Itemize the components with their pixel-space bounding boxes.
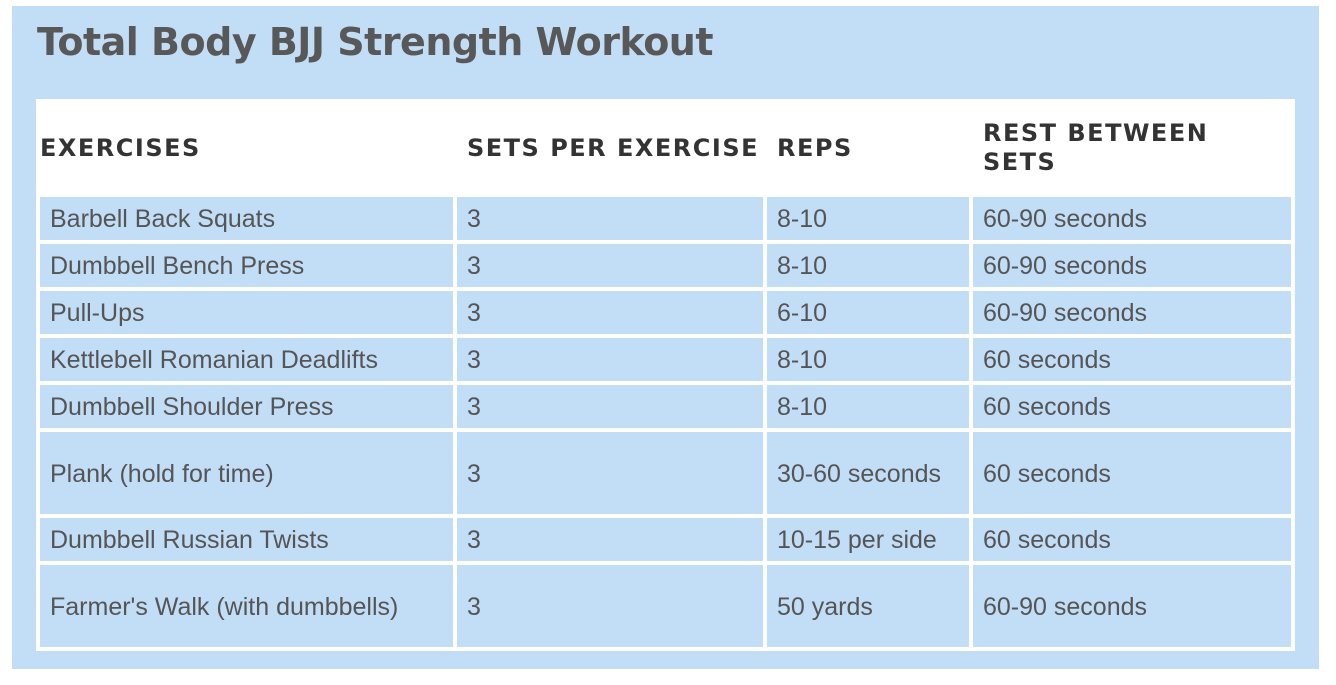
table-row: Plank (hold for time) 3 30-60 seconds 60… <box>40 432 1291 514</box>
exercise-cell: Barbell Back Squats <box>40 197 453 240</box>
rest-cell: 60 seconds <box>973 432 1291 514</box>
exercise-cell: Dumbbell Russian Twists <box>40 518 453 561</box>
exercise-cell: Plank (hold for time) <box>40 432 453 514</box>
reps-cell: 8-10 <box>767 338 969 381</box>
exercise-cell: Dumbbell Shoulder Press <box>40 385 453 428</box>
page-title: Total Body BJJ Strength Workout <box>37 20 714 64</box>
rest-cell: 60-90 seconds <box>973 565 1291 647</box>
sets-cell: 3 <box>457 244 763 287</box>
reps-cell: 6-10 <box>767 291 969 334</box>
table-row: Pull-Ups 3 6-10 60-90 seconds <box>40 291 1291 334</box>
table-row: Barbell Back Squats 3 8-10 60-90 seconds <box>40 197 1291 240</box>
exercise-cell: Kettlebell Romanian Deadlifts <box>40 338 453 381</box>
reps-cell: 30-60 seconds <box>767 432 969 514</box>
rest-cell: 60-90 seconds <box>973 244 1291 287</box>
reps-cell: 8-10 <box>767 197 969 240</box>
table-row: Kettlebell Romanian Deadlifts 3 8-10 60 … <box>40 338 1291 381</box>
rest-cell: 60 seconds <box>973 385 1291 428</box>
header-exercises: EXERCISES <box>40 103 453 193</box>
rest-cell: 60-90 seconds <box>973 291 1291 334</box>
sets-cell: 3 <box>457 385 763 428</box>
reps-cell: 50 yards <box>767 565 969 647</box>
header-sets-per-exercise: SETS PER EXERCISE <box>457 103 763 193</box>
rest-cell: 60-90 seconds <box>973 197 1291 240</box>
reps-cell: 10-15 per side <box>767 518 969 561</box>
header-rest-between-sets: REST BETWEEN SETS <box>973 103 1291 193</box>
rest-cell: 60 seconds <box>973 518 1291 561</box>
exercise-cell: Farmer's Walk (with dumbbells) <box>40 565 453 647</box>
workout-panel: Total Body BJJ Strength Workout EXERCISE… <box>12 6 1319 669</box>
reps-cell: 8-10 <box>767 385 969 428</box>
table-row: Dumbbell Shoulder Press 3 8-10 60 second… <box>40 385 1291 428</box>
sets-cell: 3 <box>457 565 763 647</box>
header-reps: REPS <box>767 103 969 193</box>
exercise-cell: Pull-Ups <box>40 291 453 334</box>
table-row: Dumbbell Bench Press 3 8-10 60-90 second… <box>40 244 1291 287</box>
rest-cell: 60 seconds <box>973 338 1291 381</box>
reps-cell: 8-10 <box>767 244 969 287</box>
table-header-row: EXERCISES SETS PER EXERCISE REPS REST BE… <box>40 103 1291 193</box>
sets-cell: 3 <box>457 338 763 381</box>
sets-cell: 3 <box>457 197 763 240</box>
exercise-cell: Dumbbell Bench Press <box>40 244 453 287</box>
table-row: Dumbbell Russian Twists 3 10-15 per side… <box>40 518 1291 561</box>
table-row: Farmer's Walk (with dumbbells) 3 50 yard… <box>40 565 1291 647</box>
sets-cell: 3 <box>457 291 763 334</box>
workout-table: EXERCISES SETS PER EXERCISE REPS REST BE… <box>36 99 1295 651</box>
sets-cell: 3 <box>457 432 763 514</box>
sets-cell: 3 <box>457 518 763 561</box>
